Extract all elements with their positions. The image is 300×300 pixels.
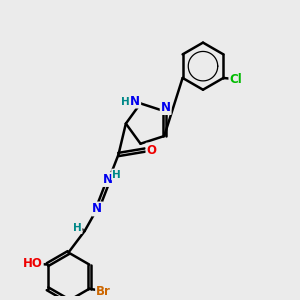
Text: N: N — [161, 101, 171, 114]
Text: N: N — [103, 173, 112, 186]
Text: Cl: Cl — [230, 73, 242, 86]
Text: Br: Br — [96, 285, 111, 298]
Text: N: N — [92, 202, 102, 215]
Text: H: H — [122, 97, 130, 107]
Text: H: H — [73, 223, 82, 233]
Text: H: H — [112, 169, 121, 179]
Text: HO: HO — [23, 256, 43, 270]
Text: O: O — [146, 144, 157, 157]
Text: N: N — [130, 94, 140, 108]
